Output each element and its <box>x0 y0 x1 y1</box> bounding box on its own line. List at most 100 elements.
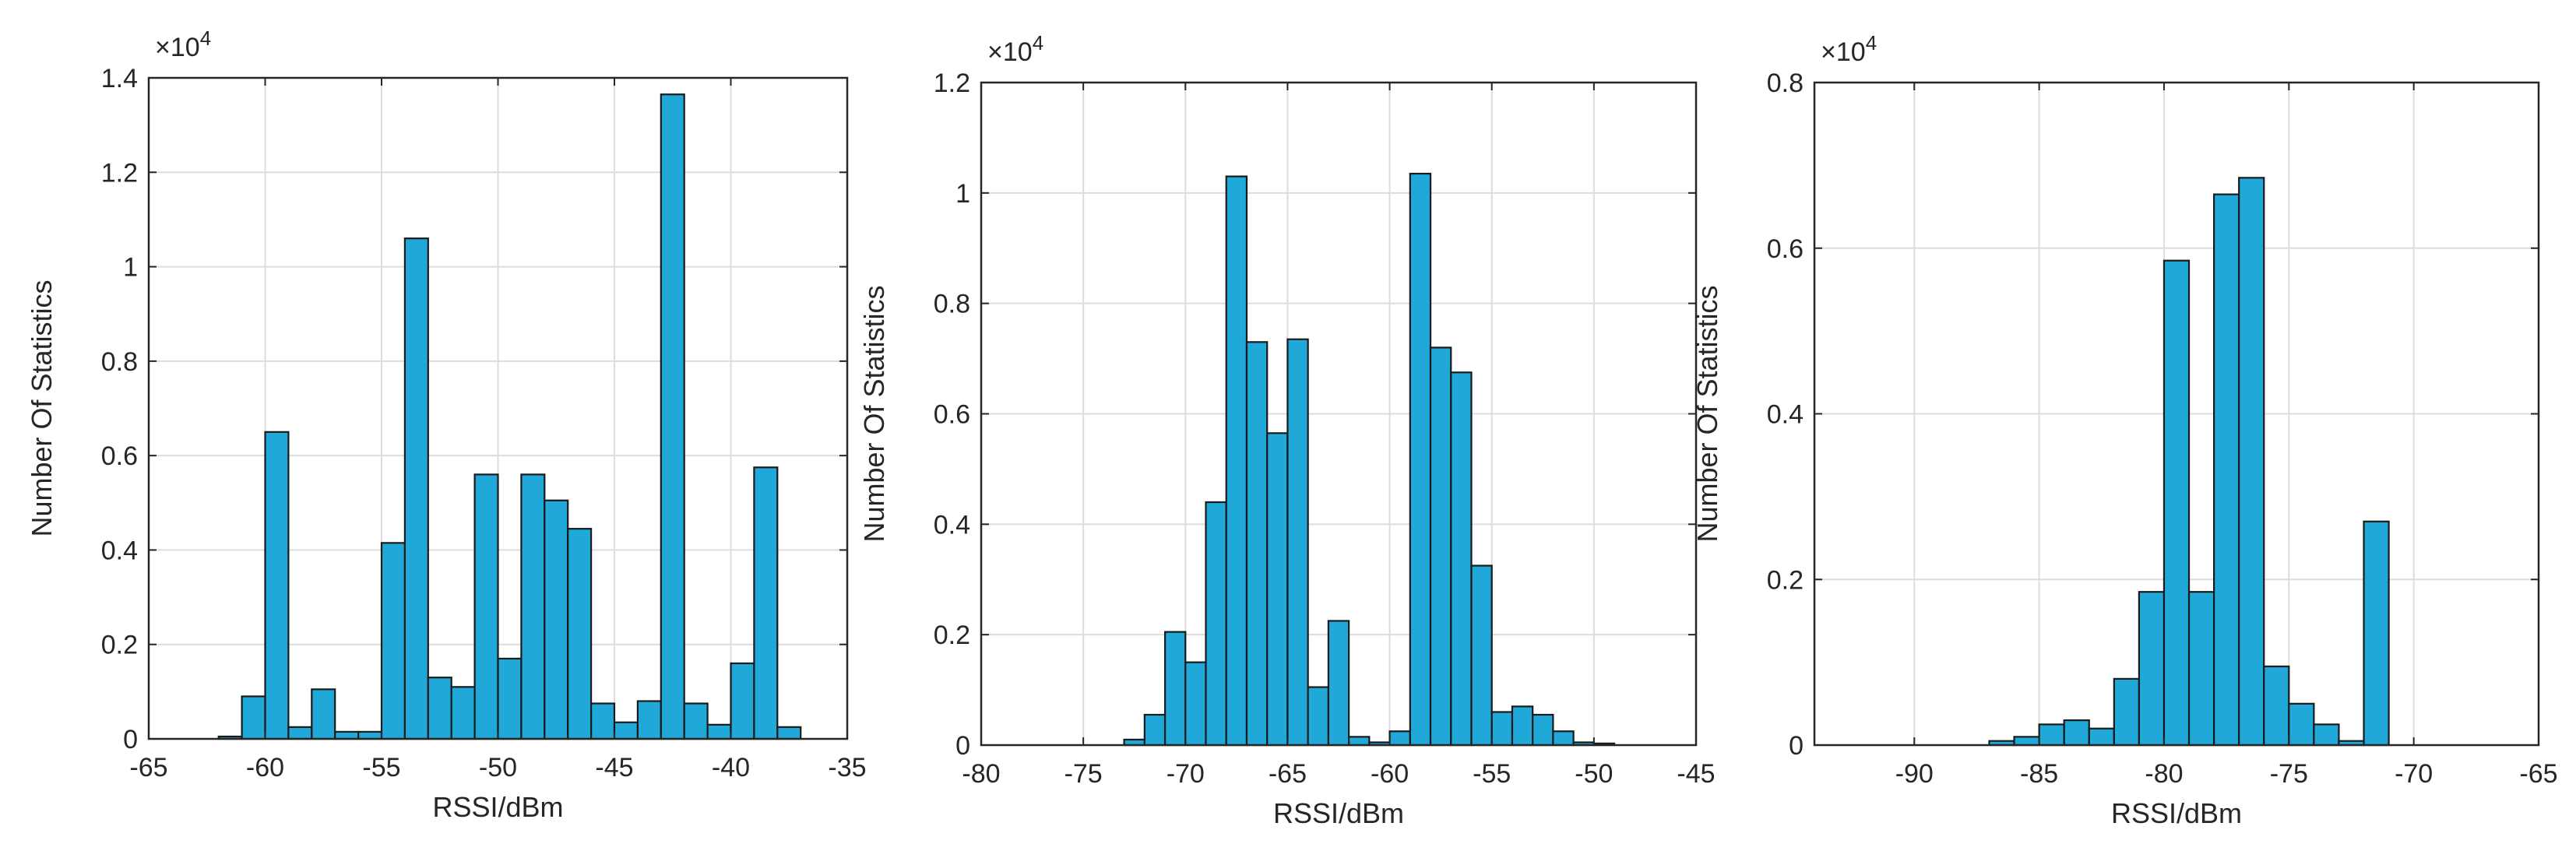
histogram-bar <box>2313 723 2340 747</box>
histogram-bar <box>2187 591 2215 747</box>
y-tick-label: 0 <box>123 725 138 754</box>
x-tick-label: -50 <box>479 753 517 782</box>
histogram-bar <box>1266 432 1289 747</box>
histogram-bar <box>264 431 290 740</box>
histogram-bar <box>2288 702 2315 747</box>
histogram-bar <box>403 237 429 740</box>
x-tick-label: -35 <box>828 753 866 782</box>
y-tick-label: 1 <box>123 253 138 283</box>
histogram-bar <box>1245 341 1269 747</box>
histogram-bar <box>636 700 662 740</box>
x-tick-label: -60 <box>246 753 284 782</box>
histogram-bar <box>1143 713 1167 747</box>
histogram-bar <box>2113 677 2140 747</box>
histogram-bar <box>2138 591 2166 747</box>
x-tick-label: -70 <box>2395 759 2433 789</box>
y-tick-label: 0.4 <box>101 536 138 565</box>
x-axis-label: RSSI/dBm <box>432 791 563 823</box>
x-tick-label: -60 <box>1371 759 1409 789</box>
x-axis-label: RSSI/dBm <box>2111 797 2242 829</box>
x-tick-label: -50 <box>1575 759 1613 789</box>
x-tick-label: -70 <box>1167 759 1205 789</box>
x-tick-label: -80 <box>2145 759 2183 789</box>
histogram-bar <box>753 466 779 740</box>
axis-multiplier: ×104 <box>987 31 1043 67</box>
histogram-bar <box>1490 711 1514 747</box>
y-axis-label: Number Of Statistics <box>858 285 890 542</box>
x-axis-label: RSSI/dBm <box>1273 797 1404 829</box>
histogram-bar <box>1348 736 1371 747</box>
histogram-bar <box>589 702 616 740</box>
y-tick-label: 0.8 <box>101 347 138 377</box>
y-tick-label: 0 <box>955 731 970 761</box>
histogram-bar <box>1470 564 1493 747</box>
histogram-bar <box>311 688 336 740</box>
histogram-bar <box>1532 713 1554 747</box>
y-tick-label: 0.8 <box>1767 69 1804 98</box>
histogram-bar <box>1429 346 1452 747</box>
x-tick-label: -45 <box>1677 759 1715 789</box>
histogram-bar <box>2263 665 2290 747</box>
histogram-bar <box>1307 686 1329 747</box>
histogram-bar <box>1388 730 1411 747</box>
histogram-bar <box>706 723 732 740</box>
histogram-bar <box>1327 620 1350 747</box>
x-tick-label: -85 <box>2020 759 2058 789</box>
axis-multiplier: ×104 <box>155 26 211 62</box>
y-tick-label: 0.2 <box>934 621 970 650</box>
x-tick-label: -65 <box>2519 759 2557 789</box>
histogram-bar <box>241 695 266 740</box>
histogram-bar <box>2163 259 2191 747</box>
histogram-bar <box>2013 736 2040 747</box>
y-tick-label: 1.2 <box>101 158 138 188</box>
histogram-bar <box>1184 661 1207 747</box>
histogram-bar <box>660 93 685 740</box>
histogram-bar <box>613 721 639 740</box>
y-axis-label: Number Of Statistics <box>26 280 58 536</box>
histogram-bar <box>730 662 755 740</box>
histogram-bar <box>2213 193 2240 747</box>
histogram-bar <box>1409 172 1432 747</box>
histogram-bar <box>334 730 360 740</box>
histogram-bar <box>1225 175 1248 747</box>
histogram-bar <box>1450 371 1473 747</box>
x-tick-label: -75 <box>2270 759 2308 789</box>
y-tick-label: 0.2 <box>101 631 138 660</box>
x-tick-label: -75 <box>1065 759 1103 789</box>
x-tick-label: -65 <box>129 753 167 782</box>
histogram-panel-3: -90 -85 -80 -75 -70 -65 0 0.2 0.4 0.6 0.8 RSSI/dBm N… <box>1691 31 2558 829</box>
x-tick-label: -80 <box>962 759 1000 789</box>
histogram-bar <box>1552 730 1575 747</box>
x-tick-label: -65 <box>1269 759 1307 789</box>
axis-multiplier: ×104 <box>1821 31 1877 67</box>
histogram-bar <box>1163 631 1187 747</box>
histogram-bar <box>380 542 406 740</box>
x-tick-label: -55 <box>1473 759 1511 789</box>
y-tick-label: 0.6 <box>934 400 970 430</box>
y-tick-label: 0.8 <box>934 290 970 319</box>
histogram-bar <box>497 657 523 740</box>
x-tick-label: -55 <box>362 753 400 782</box>
histogram-bar <box>2363 520 2390 747</box>
histogram-bar <box>450 686 476 740</box>
y-tick-label: 0.4 <box>1767 400 1804 430</box>
histogram-bar <box>427 677 452 740</box>
y-tick-label: 0.4 <box>934 510 970 540</box>
histogram-bar <box>520 473 546 740</box>
histogram-bar <box>2238 177 2265 747</box>
histogram-bar <box>1205 501 1227 747</box>
histogram-bar <box>357 730 383 740</box>
histogram-bar <box>567 528 593 740</box>
histogram-bar <box>544 499 569 740</box>
histogram-bar <box>683 702 709 740</box>
histogram-bar <box>1286 338 1309 747</box>
x-tick-label: -90 <box>1895 759 1934 789</box>
histogram-bar <box>287 726 313 740</box>
histogram-bar <box>2038 723 2065 747</box>
x-tick-label: -40 <box>712 753 750 782</box>
x-tick-label: -45 <box>595 753 633 782</box>
y-tick-label: 0.6 <box>1767 234 1804 264</box>
y-tick-label: 0.6 <box>101 441 138 471</box>
histogram-bar <box>473 473 499 740</box>
